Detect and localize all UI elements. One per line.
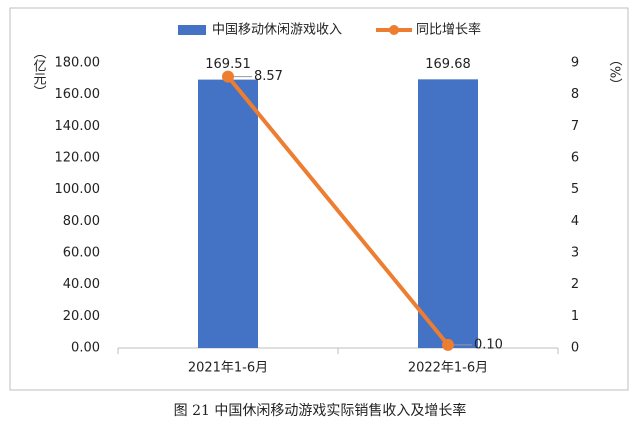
y2-tick-label: 5 xyxy=(571,182,579,197)
y-tick-label: 180.00 xyxy=(55,56,101,71)
bar-value-label: 169.68 xyxy=(425,57,471,72)
bar-value-label: 169.51 xyxy=(205,57,251,72)
y2-tick-label: 2 xyxy=(571,277,579,292)
y-tick-label: 40.00 xyxy=(63,277,100,292)
legend-label: 同比增长率 xyxy=(416,22,481,38)
y2-tick-label: 8 xyxy=(571,87,579,102)
legend-swatch xyxy=(389,25,400,35)
y2-tick-label: 7 xyxy=(571,119,579,134)
x-tick-label: 2021年1-6月 xyxy=(188,361,268,376)
y2-tick-label: 9 xyxy=(571,56,579,71)
line-value-label: 8.57 xyxy=(254,69,283,84)
x-tick-label: 2022年1-6月 xyxy=(408,361,488,376)
chart-frame xyxy=(9,7,629,391)
bar xyxy=(418,79,478,348)
y-tick-label: 0.00 xyxy=(71,341,100,356)
y-tick-label: 60.00 xyxy=(63,246,100,261)
y-tick-label: 80.00 xyxy=(63,214,100,229)
y-tick-label: 100.00 xyxy=(55,182,101,197)
y-tick-label: 160.00 xyxy=(55,87,101,102)
y2-axis-label: （%） xyxy=(607,53,623,91)
line-value-label: 0.10 xyxy=(474,337,503,352)
y2-tick-label: 0 xyxy=(571,341,579,356)
line-marker xyxy=(222,70,234,83)
line xyxy=(226,75,450,347)
y2-tick-label: 3 xyxy=(571,246,579,261)
caption: 图 21 中国休闲移动游戏实际销售收入及增长率 xyxy=(174,402,467,419)
line-marker xyxy=(442,338,454,351)
legend-label: 中国移动休闲游戏收入 xyxy=(212,23,342,38)
bar xyxy=(198,79,258,349)
y-tick-label: 140.00 xyxy=(55,119,101,134)
y2-tick-label: 4 xyxy=(571,214,579,229)
y2-tick-label: 6 xyxy=(571,151,579,166)
legend-swatch xyxy=(178,25,206,35)
y-tick-label: 20.00 xyxy=(63,309,100,324)
y2-tick-label: 1 xyxy=(571,309,579,324)
y-tick-label: 120.00 xyxy=(55,151,101,166)
y-axis-label: （亿元） xyxy=(31,46,47,98)
